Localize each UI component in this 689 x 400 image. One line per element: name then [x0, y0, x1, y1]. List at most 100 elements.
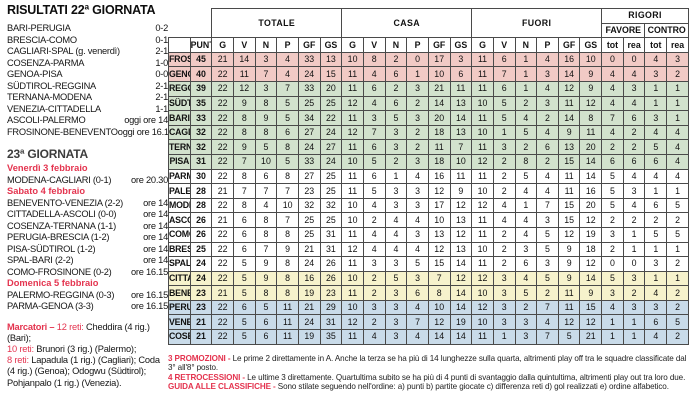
stat-cell: 3	[601, 285, 624, 301]
stat-cell: 4	[622, 168, 646, 185]
stat-cell: 15	[557, 153, 581, 170]
stat-cell: 12	[449, 270, 473, 287]
note-text: Sono stilate seguendo nell'ordine: a) pu…	[277, 382, 669, 392]
stat-cell: 5	[362, 183, 386, 199]
right-column: TOTALECASAFUORIRIGORIFAVORECONTROPUNTIGV…	[168, 7, 689, 392]
stat-cell: 8	[254, 226, 278, 243]
stat-cell: 4	[536, 124, 559, 141]
match-time: ore 14	[143, 209, 168, 219]
points-cell: 23	[189, 299, 213, 316]
scorers-names: Cheddira (4 rig.) (Bari);	[7, 321, 150, 343]
stat-cell: 26	[319, 256, 343, 272]
table-row: CITTADELLA242259816261025371212345914531…	[168, 270, 689, 287]
fixture-row: COSENZA-TERNANA (1-1) ore 14	[7, 221, 168, 233]
note-text: Le ultime 3 direttamente. Quartultima su…	[247, 372, 686, 382]
team-name: CAGLIARI	[168, 124, 191, 141]
team-name: COSENZA	[168, 329, 191, 345]
table-row: COSENZA212256111935114341414111375211142	[168, 329, 689, 345]
stat-cell: 3	[449, 51, 473, 68]
stat-cell: 6	[644, 197, 668, 214]
stat-cell: 21	[211, 212, 234, 228]
stat-cell: 13	[449, 95, 473, 112]
match-time: ore 16.15	[130, 289, 168, 300]
stat-cell: 2	[666, 299, 689, 316]
table-row: BARI 33 22 8 9 5 34 22 11 3 5 3 20 14 11 5 4 2 14 8 7 6 3 1	[168, 110, 689, 126]
match-time: ore 20.30	[130, 174, 168, 185]
stat-cell: 11	[449, 80, 473, 97]
note-line: 3 PROMOZIONI - Le prime 2 direttamente i…	[168, 354, 689, 373]
match-label: ASCOLI-PALERMO	[7, 115, 86, 125]
stat-cell: 4	[362, 226, 386, 243]
stat-cell: 0	[601, 51, 624, 68]
stat-cell: 22	[211, 226, 234, 243]
stat-column-header: GF	[427, 37, 451, 53]
group-header: FUORI	[471, 7, 603, 39]
stat-column-header: P	[536, 37, 559, 53]
fixture-row: PALERMO-REGGINA (0-3) ore 16.15	[7, 290, 168, 302]
stat-cell: 12	[232, 80, 256, 97]
stat-cell: 2	[666, 66, 689, 82]
match-label: COMO-FROSINONE (0-2)	[7, 266, 112, 277]
stat-cell: 7	[254, 183, 278, 199]
stat-cell: 7	[536, 299, 559, 316]
stat-cell: 4	[644, 285, 668, 301]
stat-cell: 1	[514, 197, 538, 214]
stat-cell: 9	[557, 270, 581, 287]
stat-cell: 11	[471, 329, 494, 345]
fixture-row: CITTADELLA-ASCOLI (0-0) ore 14	[7, 209, 168, 221]
stat-cell: 10	[427, 66, 451, 82]
match-label: SPAL-BARI (2-2)	[7, 255, 74, 265]
match-score: 2-1	[155, 92, 168, 102]
stat-cell: 11	[341, 183, 364, 199]
stat-cell: 1	[666, 270, 689, 287]
stat-cell: 21	[579, 329, 603, 345]
match-label: PERUGIA-BRESCIA (1-2)	[7, 232, 110, 242]
match-time: ore 14	[143, 232, 168, 242]
left-column: RISULTATI 22ª GIORNATA BARI-PERUGIA 0-2 BR…	[7, 3, 174, 389]
stat-cell: 5	[644, 139, 668, 155]
stat-cell: 22	[211, 168, 234, 185]
stat-cell: 13	[449, 124, 473, 141]
stat-cell: 12	[427, 183, 451, 199]
stat-cell: 4	[536, 51, 559, 68]
stat-cell: 3	[622, 270, 646, 287]
stat-cell: 3	[384, 197, 408, 214]
stat-cell: 3	[492, 314, 516, 331]
stat-cell: 11	[471, 212, 494, 228]
stat-column-header: G	[211, 37, 234, 53]
header-subgroup-row: FAVORE CONTRO	[169, 22, 689, 39]
match-label: FROSINONE-BENEVENTO	[7, 126, 118, 137]
stat-cell: 7	[536, 329, 559, 345]
match-label: CAGLIARI-SPAL (g. venerdì)	[7, 46, 120, 56]
stat-cell: 6	[492, 51, 516, 68]
match-time: ore 14	[143, 220, 168, 231]
stat-cell: 21	[211, 285, 234, 301]
table-row: PALERMO28217772325115331291024411165311	[168, 183, 689, 199]
stat-cell: 11	[341, 285, 364, 301]
stat-cell: 11	[557, 168, 581, 185]
stat-cell: 3	[254, 51, 278, 68]
stat-cell: 3	[622, 183, 646, 199]
stat-cell: 6	[536, 139, 559, 155]
stat-cell: 2	[406, 139, 429, 155]
stat-cell: 2	[622, 285, 646, 301]
stat-column-header: GS	[449, 37, 473, 53]
stat-cell: 11	[471, 256, 494, 272]
stat-cell: 15	[427, 256, 451, 272]
stat-cell: 32	[319, 197, 343, 214]
team-name: CITTADELLA	[168, 270, 191, 287]
note-text: Le prime 2 direttamente in A. Anche la t…	[168, 353, 687, 373]
stat-cell: 7	[254, 241, 278, 258]
stat-cell: 4	[644, 124, 668, 141]
header-columns-row: PUNTIGVNPGFGSGVNPGFGSGVNPGFGStotreatotre…	[168, 37, 689, 53]
stat-cell: 1	[601, 314, 624, 331]
stat-cell: 2	[492, 241, 516, 258]
scorers-names: Brunori (3 rig.) (Palermo);	[33, 343, 137, 354]
stat-cell: 1	[514, 66, 538, 82]
stat-cell: 14	[449, 256, 473, 272]
stat-column-header: rea	[622, 37, 646, 53]
stat-cell: 27	[319, 139, 343, 155]
stat-cell: 11	[579, 124, 603, 141]
stat-cell: 15	[557, 212, 581, 228]
stat-cell: 5	[276, 153, 299, 170]
